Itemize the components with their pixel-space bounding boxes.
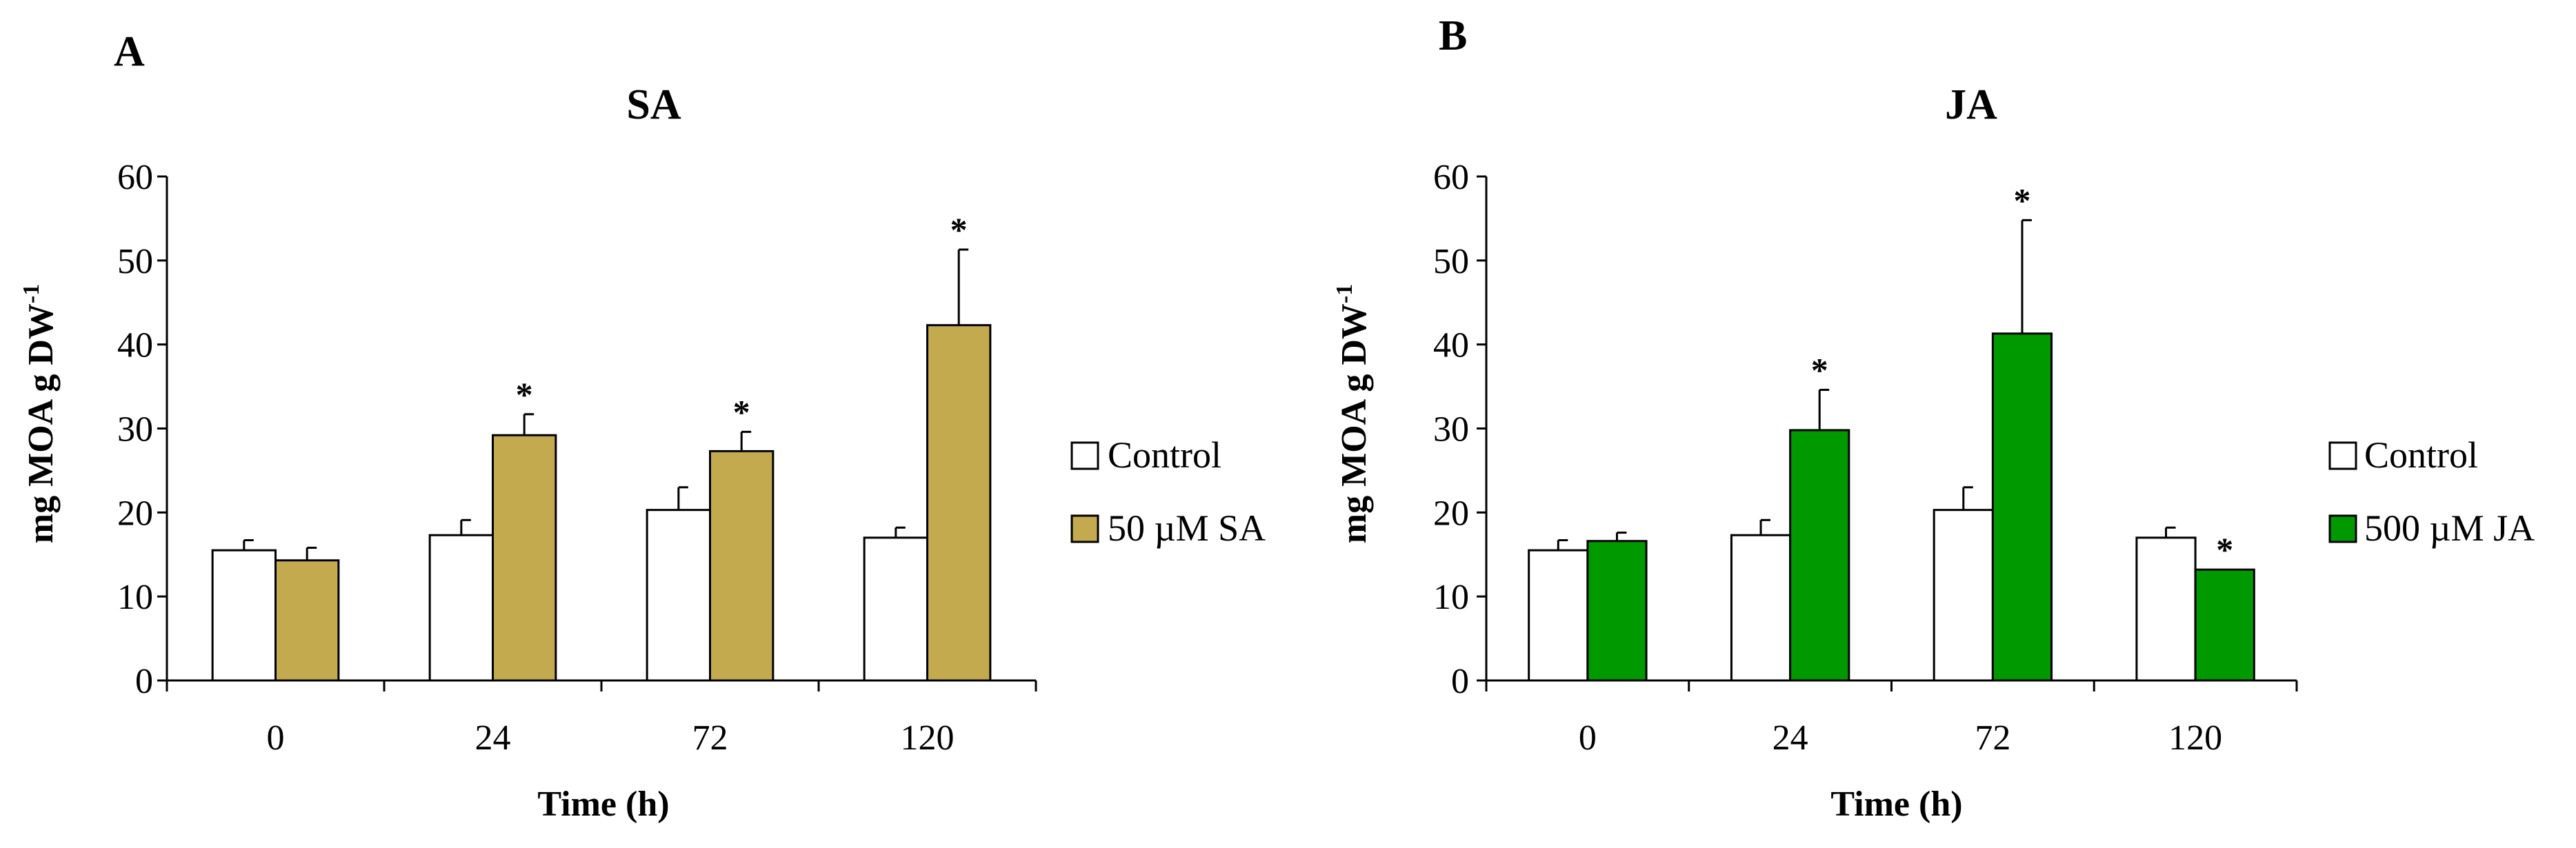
significance-marker: * (950, 210, 968, 249)
bars: * * * (1528, 181, 2255, 682)
y-tick-label: 50 (117, 242, 153, 281)
bar-treatment (274, 559, 340, 682)
panel-label: B (1439, 12, 1467, 59)
panel-b: B JA Time (h) mg MOA g DW-1 0 10 20 30 40 50 6… (1332, 12, 2535, 824)
x-tick-label: 120 (2168, 718, 2222, 758)
significance-marker: * (2013, 181, 2030, 219)
legend-swatch-control (2328, 441, 2357, 470)
x-tick-label: 0 (1579, 718, 1597, 758)
y-tick-label: 50 (1433, 242, 1469, 281)
x-tick-label: 24 (1773, 718, 1808, 758)
significance-marker: * (2216, 530, 2233, 569)
chart-title: JA (1945, 81, 1997, 128)
x-axis-title: Time (h) (1830, 785, 1962, 824)
x-tick-label: 72 (692, 718, 728, 758)
bar-treatment (926, 324, 992, 682)
x-tick-label: 24 (475, 718, 511, 758)
y-tick-label: 60 (117, 158, 153, 197)
x-tick-label: 0 (267, 718, 285, 758)
legend-label-treatment: 500 µM JA (2364, 507, 2535, 549)
bar-control (2135, 536, 2197, 682)
bar-treatment (492, 434, 557, 682)
bar-control (863, 536, 929, 682)
y-tick-label: 60 (1433, 158, 1469, 197)
bar-control (646, 509, 712, 682)
legend-swatch-control (1070, 441, 1099, 470)
bar-control (1933, 509, 1994, 682)
y-tick-label: 0 (1451, 662, 1469, 701)
x-axis-title: Time (h) (537, 785, 669, 824)
panel-a: A SA Time (h) mg MOA g DW-1 0 10 20 30 40 50 6… (19, 28, 1266, 824)
bar-treatment (709, 450, 775, 682)
legend-label-control: Control (2364, 434, 2478, 476)
chart-title: SA (626, 81, 681, 128)
bar-control (1528, 549, 1589, 682)
y-tick-label: 30 (1433, 410, 1469, 450)
significance-marker: * (1811, 350, 1828, 389)
bar-control (428, 534, 495, 682)
legend-swatch-treatment (1070, 514, 1099, 543)
legend: Control 500 µM JA (2328, 434, 2535, 549)
legend-swatch-treatment (2328, 514, 2357, 543)
y-axis-title: mg MOA g DW-1 (19, 284, 61, 543)
y-tick-label: 20 (1433, 494, 1469, 533)
bar-control (211, 549, 277, 682)
bar-treatment (1789, 429, 1850, 682)
panel-label: A (114, 28, 145, 75)
y-tick-label: 10 (117, 578, 153, 617)
bars: * * * (211, 210, 992, 682)
bar-control (1730, 534, 1792, 682)
significance-marker: * (516, 375, 533, 414)
y-axis-title-superscript: -1 (1332, 284, 1357, 303)
y-tick-label: 0 (135, 662, 153, 701)
axes: 0 10 20 30 40 50 60 0 24 72 120 (117, 158, 1037, 758)
bar-treatment (2194, 568, 2255, 682)
y-tick-label: 40 (117, 326, 153, 365)
y-tick-label: 30 (117, 410, 153, 450)
legend-label-treatment: 50 µM SA (1108, 507, 1266, 549)
legend: Control 50 µM SA (1070, 434, 1266, 549)
legend-label-control: Control (1108, 434, 1221, 476)
bar-treatment (1586, 540, 1648, 682)
y-axis-title-main: mg MOA g DW (21, 303, 61, 543)
x-tick-label: 72 (1975, 718, 2010, 758)
bar-treatment (1991, 332, 2053, 682)
significance-marker: * (733, 392, 750, 431)
x-tick-label: 120 (901, 718, 955, 758)
y-axis-title-superscript: -1 (19, 284, 44, 303)
y-axis-title-main: mg MOA g DW (1335, 303, 1374, 543)
y-axis-title: mg MOA g DW-1 (1332, 284, 1374, 543)
y-tick-label: 20 (117, 494, 153, 533)
y-tick-label: 40 (1433, 326, 1469, 365)
y-tick-label: 10 (1433, 578, 1469, 617)
